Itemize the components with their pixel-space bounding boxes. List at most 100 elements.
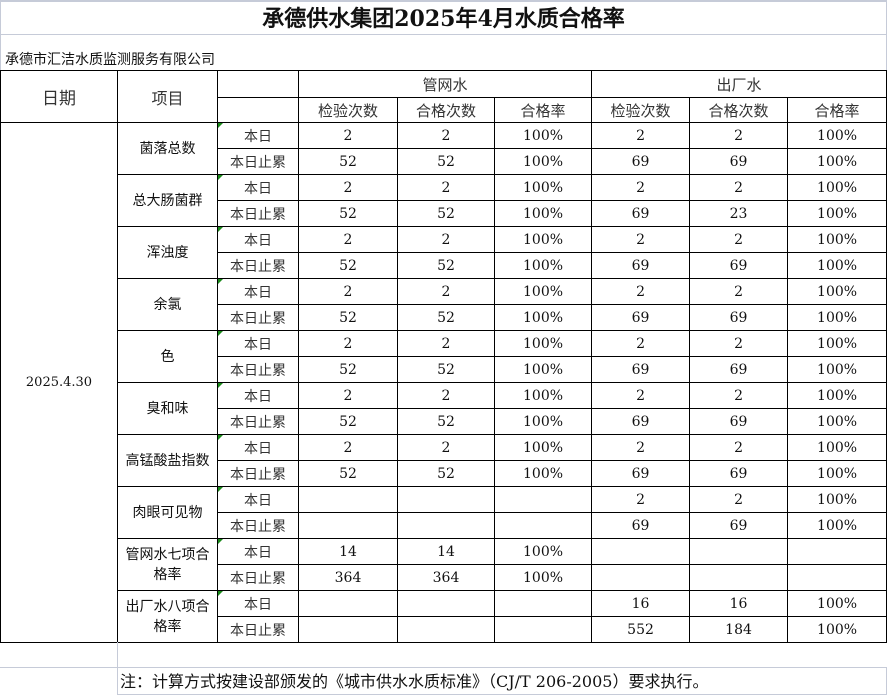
value-cell: 364 <box>298 564 398 591</box>
header-plant-water: 出厂水 <box>591 70 887 98</box>
company-name: 承德市汇洁水质监测服务有限公司 <box>0 35 887 70</box>
item-name: 管网水七项合格率 <box>117 538 218 591</box>
table-row: 本日止累 52 52 100% 69 69 100% <box>1 408 887 435</box>
value-cell <box>298 616 398 643</box>
table-row: 管网水七项合格率 本日 14 14 100% <box>1 538 887 591</box>
header-pipe-water: 管网水 <box>297 70 593 98</box>
value-cell: 100% <box>787 200 887 227</box>
value-cell: 100% <box>787 330 887 357</box>
value-cell: 100% <box>493 356 593 383</box>
date-cell: 2025.4.30 <box>0 122 118 643</box>
row-label-today: 本日 <box>217 122 299 149</box>
value-cell: 2 <box>689 434 789 461</box>
value-cell: 100% <box>493 226 593 253</box>
value-cell: 100% <box>493 408 593 435</box>
value-cell: 100% <box>787 304 887 331</box>
value-cell: 2 <box>689 330 789 357</box>
value-cell: 52 <box>397 148 495 175</box>
value-cell: 52 <box>397 460 495 487</box>
gridline <box>117 642 118 695</box>
value-cell: 69 <box>591 200 691 227</box>
value-cell: 52 <box>298 252 398 279</box>
row-label-cumulative: 本日止累 <box>217 304 299 331</box>
value-cell: 100% <box>787 434 887 461</box>
row-label-cumulative: 本日止累 <box>217 564 299 591</box>
value-cell: 52 <box>397 200 495 227</box>
row-label-cumulative: 本日止累 <box>217 148 299 175</box>
value-cell <box>298 512 398 539</box>
row-label-today: 本日 <box>217 278 299 305</box>
row-label-cumulative: 本日止累 <box>217 408 299 435</box>
value-cell: 100% <box>787 148 887 175</box>
value-cell: 100% <box>493 460 593 487</box>
value-cell: 100% <box>493 148 593 175</box>
header-tests: 检验次数 <box>591 97 691 123</box>
item-name: 色 <box>117 330 218 383</box>
item-name: 浑浊度 <box>117 226 218 279</box>
value-cell: 100% <box>493 564 593 591</box>
value-cell: 100% <box>787 356 887 383</box>
value-cell: 100% <box>787 382 887 409</box>
value-cell: 100% <box>787 590 887 617</box>
value-cell: 69 <box>689 512 789 539</box>
empty-row <box>0 642 887 668</box>
value-cell: 2 <box>397 278 495 305</box>
value-cell: 14 <box>298 538 398 565</box>
value-cell: 2 <box>397 122 495 149</box>
value-cell <box>689 564 789 591</box>
value-cell <box>298 590 398 617</box>
header-passes: 合格次数 <box>397 97 495 123</box>
value-cell <box>493 512 593 539</box>
value-cell: 2 <box>689 226 789 253</box>
value-cell: 52 <box>397 408 495 435</box>
table-row: 本日止累 52 52 100% 69 69 100% <box>1 148 887 175</box>
value-cell: 2 <box>298 278 398 305</box>
value-cell: 52 <box>397 356 495 383</box>
value-cell: 69 <box>689 356 789 383</box>
value-cell: 2 <box>689 278 789 305</box>
item-name: 菌落总数 <box>117 122 218 175</box>
value-cell: 52 <box>298 304 398 331</box>
value-cell <box>397 590 495 617</box>
value-cell: 69 <box>591 356 691 383</box>
table-row: 本日止累 69 69 100% <box>1 512 887 539</box>
item-name: 臭和味 <box>117 382 218 435</box>
value-cell: 69 <box>591 512 691 539</box>
value-cell: 52 <box>397 252 495 279</box>
value-cell: 16 <box>689 590 789 617</box>
table-row: 2025.4.30 菌落总数 本日 2 2 100% 2 2 100% <box>0 122 887 643</box>
value-cell <box>591 564 691 591</box>
table-row: 臭和味 本日 2 2 100% 2 2 100% <box>1 382 887 435</box>
header-item: 项目 <box>117 70 218 123</box>
value-cell: 100% <box>493 122 593 149</box>
value-cell: 100% <box>493 174 593 201</box>
row-label-cumulative: 本日止累 <box>217 460 299 487</box>
quality-table: 日期 项目 管网水 出厂水 检验次数 合格次数 合格率 检验次数 合格次数 合格… <box>0 70 887 643</box>
value-cell: 100% <box>493 330 593 357</box>
table-row: 本日止累 52 52 100% 69 69 100% <box>1 252 887 279</box>
value-cell <box>787 564 887 591</box>
value-cell <box>689 538 789 565</box>
value-cell <box>298 486 398 513</box>
value-cell: 2 <box>591 382 691 409</box>
value-cell: 2 <box>591 330 691 357</box>
header-tests: 检验次数 <box>298 97 398 123</box>
row-label-today: 本日 <box>217 434 299 461</box>
value-cell: 100% <box>493 434 593 461</box>
item-name: 出厂水八项合格率 <box>117 590 218 643</box>
row-label-today: 本日 <box>217 226 299 253</box>
report-title: 承德供水集团2025年4月水质合格率 <box>0 0 887 35</box>
table-row: 本日止累 552 184 100% <box>1 616 887 643</box>
row-label-cumulative: 本日止累 <box>217 252 299 279</box>
table-row: 本日止累 52 52 100% 69 69 100% <box>1 304 887 331</box>
value-cell: 69 <box>689 148 789 175</box>
header-date: 日期 <box>0 70 118 123</box>
value-cell: 100% <box>787 252 887 279</box>
value-cell: 2 <box>397 174 495 201</box>
row-label-today: 本日 <box>217 486 299 513</box>
value-cell: 100% <box>787 278 887 305</box>
value-cell <box>397 486 495 513</box>
value-cell: 69 <box>591 148 691 175</box>
value-cell: 100% <box>493 538 593 565</box>
value-cell: 2 <box>591 122 691 149</box>
